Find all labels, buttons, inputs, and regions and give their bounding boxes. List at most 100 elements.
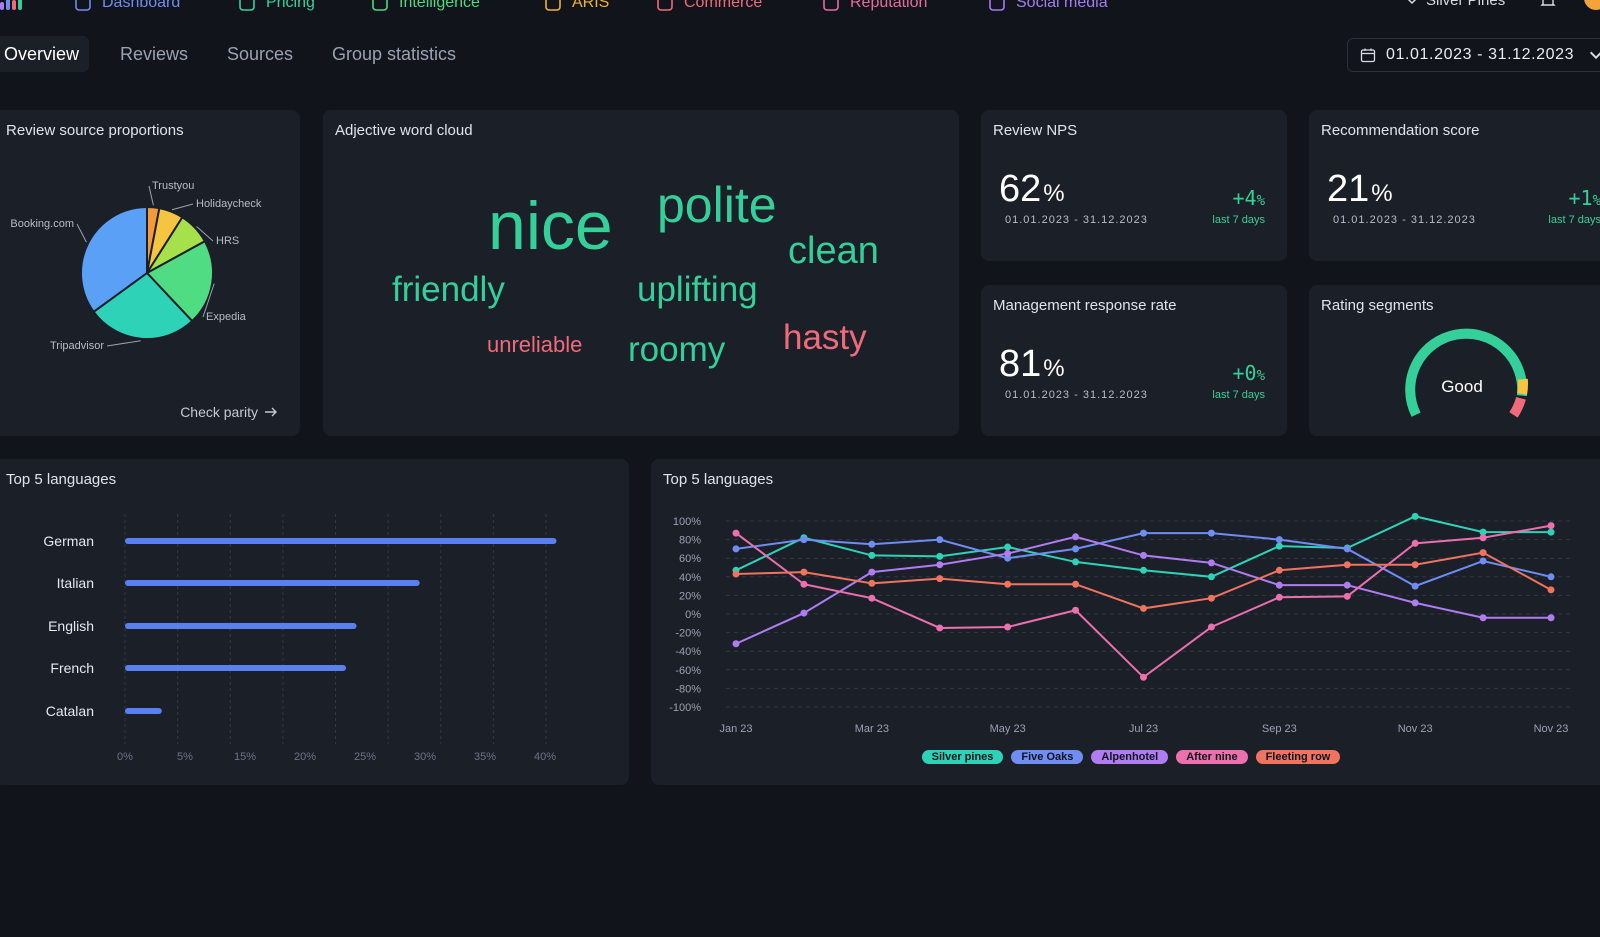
tab-group-statistics[interactable]: Group statistics: [332, 44, 457, 64]
data-point[interactable]: [1004, 543, 1012, 551]
data-point[interactable]: [936, 552, 944, 560]
data-point[interactable]: [1411, 512, 1419, 520]
nav-item-reputation[interactable]: Reputation: [822, 0, 927, 14]
data-point[interactable]: [1275, 581, 1283, 589]
tab-overview[interactable]: Overview: [0, 36, 90, 72]
data-point[interactable]: [1411, 599, 1419, 607]
data-point[interactable]: [1411, 539, 1419, 547]
data-point[interactable]: [800, 580, 808, 588]
data-point[interactable]: [1479, 549, 1487, 557]
data-point[interactable]: [936, 536, 944, 544]
bell-icon[interactable]: [1538, 0, 1558, 10]
data-point[interactable]: [1072, 545, 1080, 553]
data-point[interactable]: [1140, 551, 1147, 559]
data-point[interactable]: [1547, 573, 1555, 581]
check-parity-link[interactable]: Check parity: [180, 404, 278, 420]
data-point[interactable]: [1343, 592, 1351, 600]
legend-item-after-nine[interactable]: After nine: [1176, 750, 1248, 764]
app-logo[interactable]: [0, 0, 24, 10]
data-point[interactable]: [800, 536, 808, 544]
pie-label: Booking.com: [10, 218, 74, 230]
data-point[interactable]: [1140, 604, 1147, 612]
legend-item-alpenhotel[interactable]: Alpenhotel: [1091, 750, 1169, 764]
bar-french[interactable]: [125, 665, 347, 671]
property-selector[interactable]: Silver Pines: [1406, 0, 1505, 9]
data-point[interactable]: [1072, 580, 1080, 588]
data-point[interactable]: [1343, 561, 1351, 569]
data-point[interactable]: [1275, 536, 1283, 544]
nav-item-aris[interactable]: ARIS: [544, 0, 609, 14]
pie-slice-expedia[interactable]: [145, 239, 214, 323]
data-point[interactable]: [1004, 580, 1012, 588]
data-point[interactable]: [1275, 566, 1283, 574]
data-point[interactable]: [1072, 533, 1080, 541]
data-point[interactable]: [1547, 614, 1555, 622]
nav-item-commerce[interactable]: Commerce: [656, 0, 762, 14]
data-point[interactable]: [1479, 534, 1487, 542]
data-point[interactable]: [1140, 529, 1147, 537]
nav-item-dashboard[interactable]: Dashboard: [74, 0, 180, 14]
pie-slice-bookingcom[interactable]: [80, 205, 148, 314]
data-point[interactable]: [1072, 606, 1080, 614]
data-point[interactable]: [732, 545, 740, 553]
data-point[interactable]: [868, 568, 876, 576]
series-line-after-nine[interactable]: [735, 524, 1552, 679]
data-point[interactable]: [1479, 528, 1487, 536]
data-point[interactable]: [1411, 561, 1419, 569]
word-nice: nice: [488, 188, 613, 264]
data-point[interactable]: [1072, 558, 1080, 566]
data-point[interactable]: [1275, 542, 1283, 550]
nav-item-pricing[interactable]: Pricing: [238, 0, 315, 14]
data-point[interactable]: [1411, 582, 1419, 590]
x-tick-label: Sep 23: [1262, 723, 1297, 735]
data-point[interactable]: [732, 529, 740, 537]
data-point[interactable]: [1207, 594, 1215, 602]
data-point[interactable]: [936, 561, 944, 569]
data-point[interactable]: [868, 551, 876, 559]
x-tick-label: 5%: [177, 751, 193, 763]
data-point[interactable]: [1004, 623, 1012, 631]
nav-item-intelligence[interactable]: Intelligence: [371, 0, 480, 14]
nav-item-social-media[interactable]: Social media: [988, 0, 1108, 14]
data-point[interactable]: [868, 579, 876, 587]
bar-italian[interactable]: [125, 580, 420, 586]
tab-sources[interactable]: Sources: [227, 44, 294, 64]
pie-slice-tripadvisor[interactable]: [92, 271, 194, 340]
data-point[interactable]: [1140, 673, 1147, 681]
data-point[interactable]: [800, 609, 808, 617]
data-point[interactable]: [800, 568, 808, 576]
legend-item-fleeting-row[interactable]: Fleeting row: [1255, 750, 1341, 764]
data-point[interactable]: [1479, 614, 1487, 622]
data-point[interactable]: [1479, 557, 1487, 565]
tab-reviews[interactable]: Reviews: [120, 44, 189, 64]
legend-item-five-oaks[interactable]: Five Oaks: [1011, 750, 1084, 764]
data-point[interactable]: [936, 624, 944, 632]
data-point[interactable]: [732, 570, 740, 578]
arrow-right-icon: [265, 407, 277, 417]
data-point[interactable]: [1140, 566, 1147, 574]
data-point[interactable]: [1547, 522, 1555, 530]
data-point[interactable]: [1207, 573, 1215, 581]
date-range-picker[interactable]: 01.01.2023 - 31.12.2023: [1347, 38, 1600, 72]
data-point[interactable]: [1207, 623, 1215, 631]
avatar[interactable]: [1584, 0, 1600, 10]
legend-item-silver-pines[interactable]: Silver pines: [921, 750, 1004, 764]
data-point[interactable]: [1547, 528, 1555, 536]
data-point[interactable]: [732, 640, 740, 648]
data-point[interactable]: [1207, 529, 1215, 537]
data-point[interactable]: [1275, 593, 1283, 601]
data-point[interactable]: [1343, 545, 1351, 553]
bar-german[interactable]: [125, 538, 557, 544]
data-point[interactable]: [868, 540, 876, 548]
response-delta: +0%: [1232, 361, 1265, 385]
series-line-five-oaks[interactable]: [735, 532, 1552, 588]
data-point[interactable]: [1004, 550, 1012, 558]
bar-english[interactable]: [125, 623, 357, 629]
data-point[interactable]: [1547, 586, 1555, 594]
data-point[interactable]: [1343, 581, 1351, 589]
data-point[interactable]: [868, 594, 876, 602]
bar-catalan[interactable]: [125, 708, 162, 714]
data-point[interactable]: [936, 575, 944, 583]
data-point[interactable]: [1207, 559, 1215, 567]
